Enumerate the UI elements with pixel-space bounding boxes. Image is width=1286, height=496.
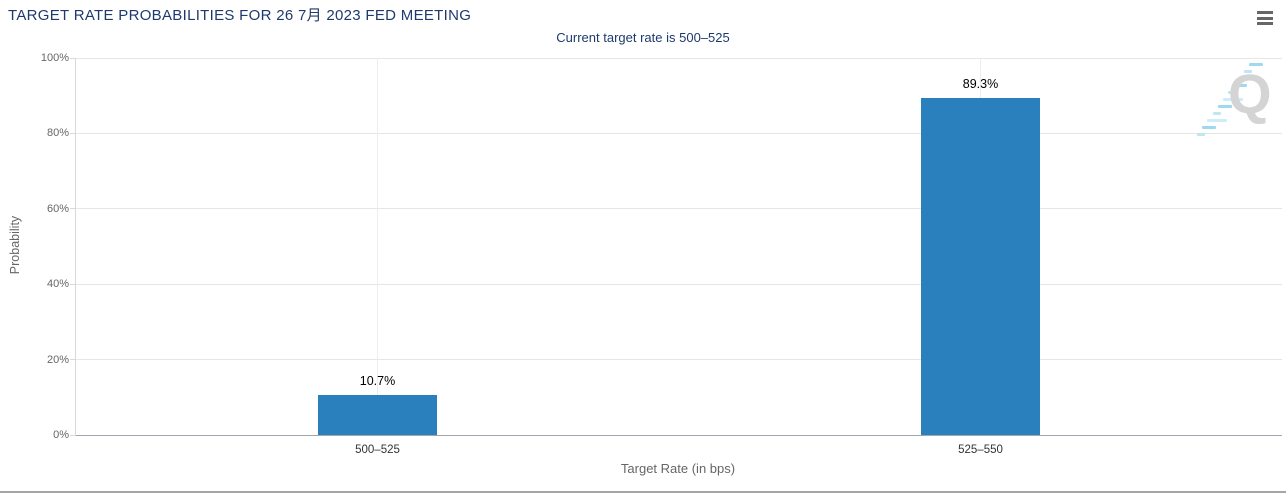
quandl-q-logo-icon: Q: [1228, 62, 1272, 125]
y-gridline: [76, 359, 1282, 361]
y-tick-mark: [70, 208, 76, 210]
y-axis-title: Probability: [8, 215, 22, 275]
watermark-dash: [1207, 119, 1228, 122]
y-tick-label: 20%: [46, 353, 69, 366]
hamburger-bar: [1257, 16, 1273, 20]
hamburger-bar: [1257, 11, 1273, 14]
y-tick-mark: [70, 283, 76, 285]
x-axis-title: Target Rate (in bps): [620, 461, 736, 476]
y-tick-label: 100%: [40, 52, 69, 64]
y-tick-label: 0%: [53, 429, 69, 441]
hamburger-bar: [1257, 22, 1273, 25]
hamburger-menu-icon[interactable]: [1257, 11, 1273, 25]
chart-subtitle: Current target rate is 500–525: [556, 30, 730, 45]
watermark-dash: [1202, 126, 1217, 129]
bottom-divider: [0, 491, 1286, 493]
y-tick-mark: [70, 57, 76, 59]
chart-title: TARGET RATE PROBABILITIES FOR 26 7月 2023…: [8, 7, 472, 24]
watermark-dash: [1233, 84, 1248, 87]
x-tick-label: 500–525: [355, 444, 400, 456]
bar-500–525[interactable]: [318, 394, 437, 435]
y-gridline: [76, 208, 1282, 210]
watermark-dash: [1249, 63, 1263, 66]
watermark-dash: [1217, 105, 1232, 108]
watermark-dash: [1228, 91, 1237, 94]
y-gridline: [76, 57, 1282, 59]
watermark-dash: [1197, 133, 1205, 136]
x-tick-label: 525–550: [958, 444, 1003, 456]
y-tick-mark: [70, 359, 76, 361]
bar-value-label: 89.3%: [962, 77, 999, 92]
y-tick-label: 80%: [46, 127, 69, 140]
plot-area: 0% 20% 40% 60% 80% 100% 10.7% 500–525 89.3% 525–5…: [41, 52, 1282, 456]
y-gridline: [76, 132, 1282, 134]
y-gridline: [76, 283, 1282, 285]
y-tick-label: 40%: [46, 278, 69, 291]
watermark-dash: [1238, 77, 1259, 80]
watermark-dash: [1243, 70, 1252, 73]
bar-525–550[interactable]: [921, 98, 1040, 435]
watermark-dash: [1223, 98, 1243, 101]
y-tick-mark: [70, 132, 76, 134]
watermark-dash: [1212, 112, 1221, 115]
x-gridline: [377, 58, 378, 435]
bar-value-label: 10.7%: [359, 373, 396, 388]
y-tick-mark: [70, 434, 76, 436]
y-tick-label: 60%: [46, 202, 69, 215]
